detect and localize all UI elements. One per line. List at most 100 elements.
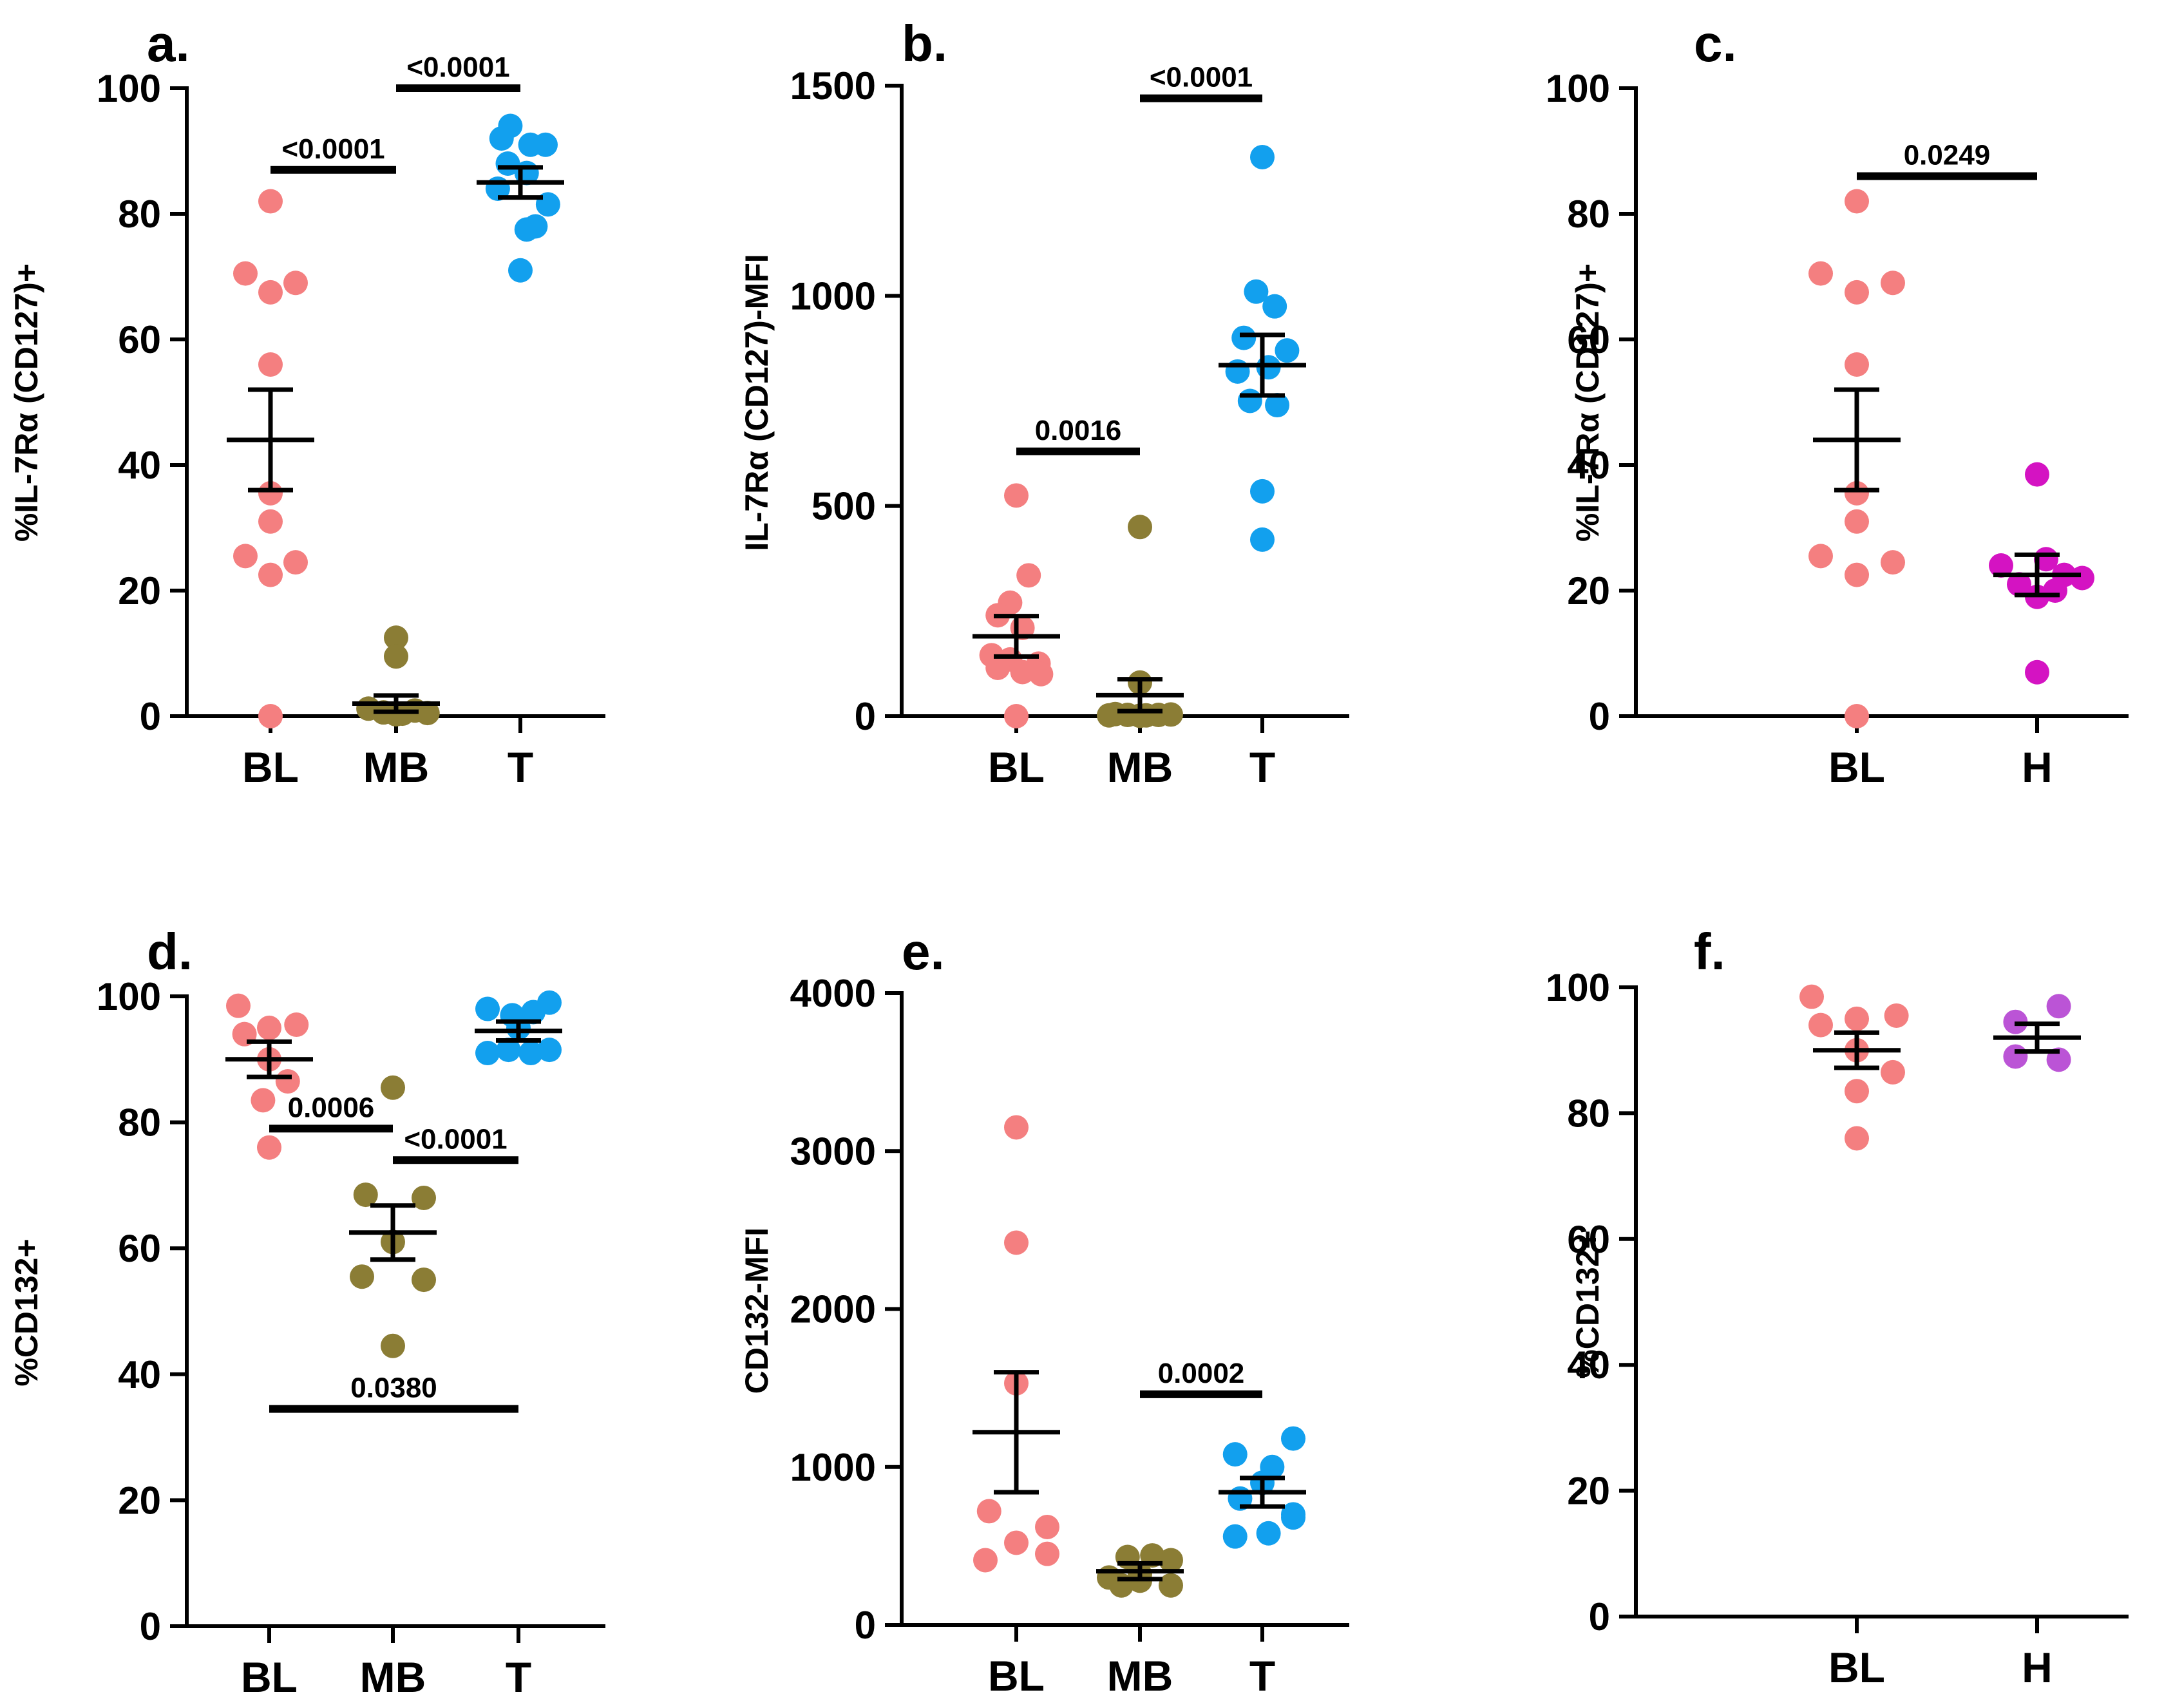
panel-letter: c. bbox=[1694, 15, 1737, 72]
data-point bbox=[1231, 325, 1257, 350]
data-point bbox=[1250, 527, 1275, 552]
data-point bbox=[1029, 661, 1054, 687]
data-point bbox=[283, 270, 308, 296]
y-tick-label: 80 bbox=[1567, 193, 1610, 236]
data-point bbox=[1881, 270, 1905, 296]
data-point bbox=[384, 625, 408, 650]
x-category-label: MB bbox=[360, 1653, 426, 1701]
series-T bbox=[477, 113, 564, 283]
data-point bbox=[284, 1012, 309, 1038]
data-point bbox=[1222, 1442, 1248, 1467]
data-point bbox=[1004, 1230, 1029, 1255]
data-point bbox=[275, 1069, 300, 1094]
data-point bbox=[257, 1135, 281, 1160]
p-value-label: <0.0001 bbox=[406, 52, 509, 83]
data-point bbox=[508, 258, 533, 283]
data-point bbox=[973, 1548, 998, 1573]
y-tick-label: 40 bbox=[118, 1353, 161, 1396]
y-tick-label: 1000 bbox=[790, 274, 876, 318]
data-point bbox=[1808, 261, 1833, 286]
y-tick-label: 40 bbox=[1567, 444, 1610, 487]
y-tick-label: 80 bbox=[1567, 1092, 1610, 1135]
data-point bbox=[1281, 1426, 1305, 1451]
x-category-label: T bbox=[508, 743, 533, 791]
x-category-label: BL bbox=[1828, 1644, 1885, 1691]
series-T bbox=[1219, 144, 1306, 552]
data-point bbox=[537, 990, 562, 1015]
data-point bbox=[1881, 1059, 1905, 1085]
data-point bbox=[1256, 1521, 1281, 1546]
data-point bbox=[226, 993, 251, 1018]
data-point bbox=[1845, 562, 1869, 587]
y-tick-label: 80 bbox=[118, 193, 161, 236]
data-point bbox=[384, 702, 408, 727]
data-point bbox=[2070, 565, 2094, 591]
data-point bbox=[2025, 659, 2049, 685]
y-axis-title: %CD132+ bbox=[1570, 1230, 1606, 1378]
data-point bbox=[1845, 509, 1869, 534]
data-point bbox=[251, 1088, 276, 1113]
data-point bbox=[415, 701, 440, 726]
data-point bbox=[1004, 483, 1029, 508]
series-MB bbox=[349, 1075, 437, 1358]
panel-b: b. IL-7Rα (CD127)-MFI 0 500 1000 1500 BL MB T 0.0… bbox=[739, 15, 1349, 791]
data-point bbox=[1250, 144, 1275, 169]
data-point bbox=[1222, 1524, 1248, 1549]
data-point bbox=[489, 126, 514, 151]
x-category-label: BL bbox=[241, 1653, 298, 1701]
data-point bbox=[514, 217, 539, 242]
y-tick-label: 1500 bbox=[790, 64, 876, 108]
data-point bbox=[412, 1267, 436, 1293]
data-point bbox=[233, 261, 258, 286]
x-category-label: T bbox=[1249, 1652, 1275, 1700]
data-point bbox=[1004, 1530, 1029, 1555]
data-point bbox=[976, 1499, 1001, 1524]
data-point bbox=[1845, 280, 1869, 305]
series-BL bbox=[973, 483, 1060, 728]
data-point bbox=[1250, 479, 1275, 504]
x-category-label: MB bbox=[1107, 1652, 1173, 1700]
panel-letter: f. bbox=[1694, 923, 1725, 980]
data-point bbox=[258, 562, 283, 587]
data-point bbox=[1004, 704, 1029, 728]
data-point bbox=[2003, 1044, 2028, 1069]
y-tick-label: 100 bbox=[97, 67, 161, 110]
y-axis-title: %IL-7Rα (CD127)+ bbox=[8, 263, 44, 542]
data-point bbox=[258, 704, 283, 728]
p-value-label: <0.0001 bbox=[281, 133, 384, 165]
x-category-label: MB bbox=[1107, 743, 1173, 791]
data-point bbox=[381, 1333, 405, 1358]
x-category-label: T bbox=[1249, 743, 1275, 791]
y-tick-label: 20 bbox=[1567, 569, 1610, 612]
y-tick-label: 500 bbox=[811, 485, 876, 528]
y-tick-label: 60 bbox=[1567, 1218, 1610, 1261]
panel-d: d. %CD132+ 0 20 40 60 80 100 BL MB T 0.0006 <0.0001 0… bbox=[8, 923, 605, 1701]
y-axis-title: %CD132+ bbox=[8, 1238, 44, 1386]
p-value-label: 0.0002 bbox=[1158, 1358, 1245, 1389]
p-value-label: 0.0006 bbox=[288, 1092, 375, 1123]
data-point bbox=[258, 189, 283, 214]
y-tick-label: 20 bbox=[118, 569, 161, 612]
y-tick-label: 80 bbox=[118, 1101, 161, 1144]
data-point bbox=[258, 352, 283, 377]
data-point bbox=[257, 1015, 281, 1040]
data-point bbox=[412, 1185, 436, 1210]
data-point bbox=[1265, 393, 1290, 418]
data-point bbox=[1010, 659, 1035, 685]
data-point bbox=[1845, 704, 1869, 728]
p-value-label: 0.0249 bbox=[1904, 140, 1991, 171]
data-point bbox=[353, 1182, 378, 1208]
p-value-label: <0.0001 bbox=[404, 1123, 507, 1155]
data-point bbox=[1884, 1003, 1909, 1028]
data-point bbox=[1035, 1541, 1059, 1566]
y-tick-label: 60 bbox=[1567, 318, 1610, 361]
panel-c: c. %IL-7Rα (CD127)+ 0 20 40 60 80 100 BL H 0.0249 bbox=[1546, 15, 2129, 791]
y-tick-label: 0 bbox=[140, 695, 161, 738]
panel-letter: d. bbox=[147, 923, 193, 980]
data-point bbox=[496, 1038, 521, 1063]
series-BL bbox=[227, 189, 314, 728]
y-tick-label: 0 bbox=[855, 1604, 876, 1647]
data-point bbox=[1845, 480, 1869, 506]
panel-f: f. %CD132+ 0 20 40 60 80 100 BL H bbox=[1546, 923, 2129, 1691]
x-category-label: BL bbox=[988, 743, 1045, 791]
